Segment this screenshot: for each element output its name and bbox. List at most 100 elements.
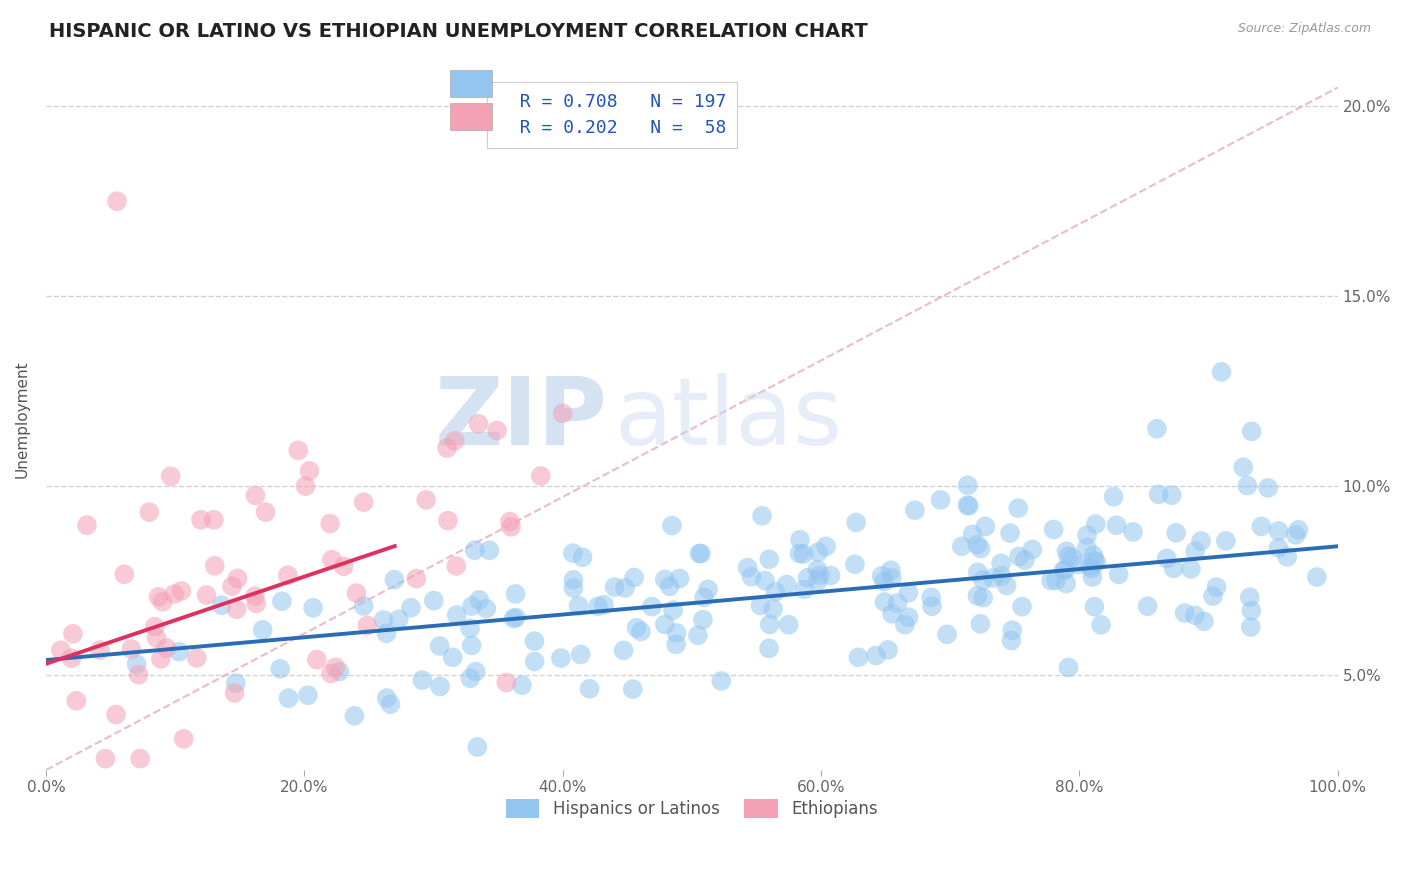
Point [998, 526, 1021, 541]
Point [789, 533, 811, 547]
Point [897, 586, 920, 600]
Point [89, 643, 111, 657]
Point [1160, 488, 1182, 502]
Point [641, 599, 664, 614]
Point [972, 573, 994, 587]
Point [688, 547, 710, 561]
Point [551, 406, 574, 420]
Point [112, 567, 135, 582]
Point [1146, 422, 1168, 436]
Point [145, 631, 167, 645]
Point [1081, 570, 1104, 584]
Point [920, 591, 942, 605]
Point [1085, 555, 1108, 569]
Point [880, 571, 903, 585]
Point [969, 616, 991, 631]
Point [76, 518, 98, 533]
Point [1174, 606, 1197, 620]
Point [775, 577, 797, 591]
Point [505, 610, 527, 624]
Point [373, 613, 395, 627]
Point [950, 539, 973, 553]
Point [375, 626, 398, 640]
Point [60, 651, 83, 665]
Point [405, 572, 427, 586]
Point [1062, 550, 1084, 565]
Point [226, 571, 249, 585]
Point [990, 569, 1012, 583]
Point [1288, 523, 1310, 537]
Text: atlas: atlas [614, 373, 842, 466]
Point [815, 539, 838, 553]
FancyBboxPatch shape [450, 70, 492, 96]
Point [1122, 524, 1144, 539]
Point [1084, 517, 1107, 532]
Point [737, 560, 759, 574]
Point [665, 626, 688, 640]
Point [686, 628, 709, 642]
Point [569, 648, 592, 662]
Point [138, 505, 160, 519]
Point [936, 627, 959, 641]
Point [1000, 633, 1022, 648]
Point [485, 424, 508, 438]
Point [105, 707, 128, 722]
Point [614, 581, 637, 595]
Text: HISPANIC OR LATINO VS ETHIOPIAN UNEMPLOYMENT CORRELATION CHART: HISPANIC OR LATINO VS ETHIOPIAN UNEMPLOY… [49, 22, 868, 41]
Point [658, 579, 681, 593]
Point [1239, 591, 1261, 605]
Point [877, 643, 900, 657]
Point [429, 639, 451, 653]
Point [332, 559, 354, 574]
Point [1147, 487, 1170, 501]
Point [630, 624, 652, 639]
Point [461, 599, 484, 613]
Point [990, 557, 1012, 571]
Point [94, 751, 117, 765]
Point [460, 639, 482, 653]
Point [1067, 558, 1090, 572]
Point [1021, 542, 1043, 557]
Point [294, 479, 316, 493]
Point [692, 613, 714, 627]
Point [305, 653, 328, 667]
Point [159, 469, 181, 483]
Text: ZIP: ZIP [434, 373, 607, 466]
Point [411, 673, 433, 687]
Point [762, 602, 785, 616]
Point [972, 591, 994, 605]
Point [173, 731, 195, 746]
Point [225, 602, 247, 616]
Point [974, 519, 997, 533]
Point [277, 691, 299, 706]
Point [956, 498, 979, 512]
Point [751, 508, 773, 523]
Point [464, 665, 486, 679]
Text: Source: ZipAtlas.com: Source: ZipAtlas.com [1237, 22, 1371, 36]
Point [789, 546, 811, 560]
Point [1240, 603, 1263, 617]
Point [1083, 599, 1105, 614]
Point [245, 488, 267, 502]
Point [1166, 525, 1188, 540]
Point [1052, 563, 1074, 577]
Point [105, 194, 128, 209]
Point [163, 587, 186, 601]
Point [621, 682, 644, 697]
Point [845, 516, 868, 530]
Point [49, 643, 72, 657]
Point [873, 595, 896, 609]
Point [1184, 608, 1206, 623]
Point [167, 645, 190, 659]
Point [437, 514, 460, 528]
Point [388, 612, 411, 626]
Point [550, 651, 572, 665]
Point [662, 603, 685, 617]
Point [1240, 425, 1263, 439]
Point [125, 657, 148, 672]
Point [665, 637, 688, 651]
Point [204, 558, 226, 573]
Point [287, 443, 309, 458]
Point [807, 574, 830, 588]
Point [190, 513, 212, 527]
